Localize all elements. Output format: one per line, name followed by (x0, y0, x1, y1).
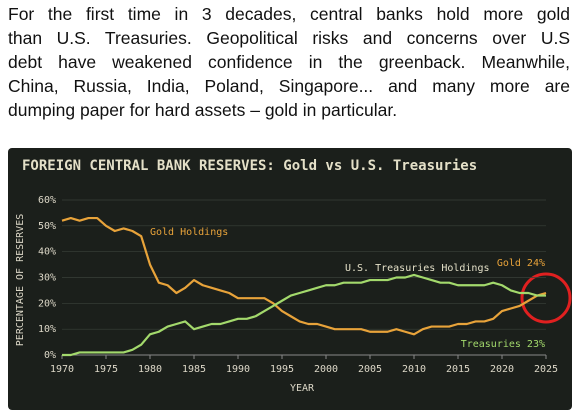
x-tick-label: 2000 (314, 364, 338, 375)
x-tick-label: 2020 (490, 364, 514, 375)
paragraph-line: For the first time in 3 decades, central… (8, 4, 570, 24)
x-tick-label: 1990 (226, 364, 250, 375)
paragraph-line: dumping paper for hard assets – gold in … (8, 100, 398, 120)
chart-title: FOREIGN CENTRAL BANK RESERVES: Gold vs U… (22, 158, 477, 174)
x-tick-label: 1980 (138, 364, 162, 375)
y-tick-label: 50% (38, 221, 56, 232)
x-tick-label: 1975 (94, 364, 118, 375)
series-label: U.S. Treasuries Holdings (345, 263, 490, 274)
x-tick-label: 1970 (50, 364, 74, 375)
series-line (61, 216, 547, 336)
paragraph-line: China, Russia, India, Poland, Singapore.… (8, 76, 570, 96)
x-tick-label: 2010 (402, 364, 426, 375)
y-tick-label: 10% (38, 324, 56, 335)
x-tick-label: 2005 (358, 364, 382, 375)
x-tick-label: 2025 (534, 364, 558, 375)
y-tick-label: 30% (38, 273, 56, 284)
series-label: Gold Holdings (150, 227, 228, 238)
y-axis-label: PERCENTAGE OF RESERVES (15, 214, 26, 346)
y-tick-label: 20% (38, 298, 56, 309)
paragraph: For the first time in 3 decades, central… (8, 2, 570, 122)
x-tick-label: 2015 (446, 364, 470, 375)
paragraph-line: than U.S. Treasuries. Geopolitical risks… (8, 28, 570, 48)
annotation: Gold 24% (497, 258, 545, 269)
series-line (62, 273, 546, 357)
y-tick-label: 40% (38, 247, 56, 258)
y-tick-label: 0% (44, 350, 56, 361)
paragraph-line: debt have weakened confidence in the gre… (8, 52, 570, 72)
chart-background (8, 148, 572, 410)
x-axis-label: YEAR (290, 383, 315, 394)
highlight-circle (520, 272, 572, 324)
annotation: Treasuries 23% (461, 339, 545, 350)
x-tick-label: 1995 (270, 364, 294, 375)
x-tick-label: 1985 (182, 364, 206, 375)
y-tick-label: 60% (38, 195, 56, 206)
